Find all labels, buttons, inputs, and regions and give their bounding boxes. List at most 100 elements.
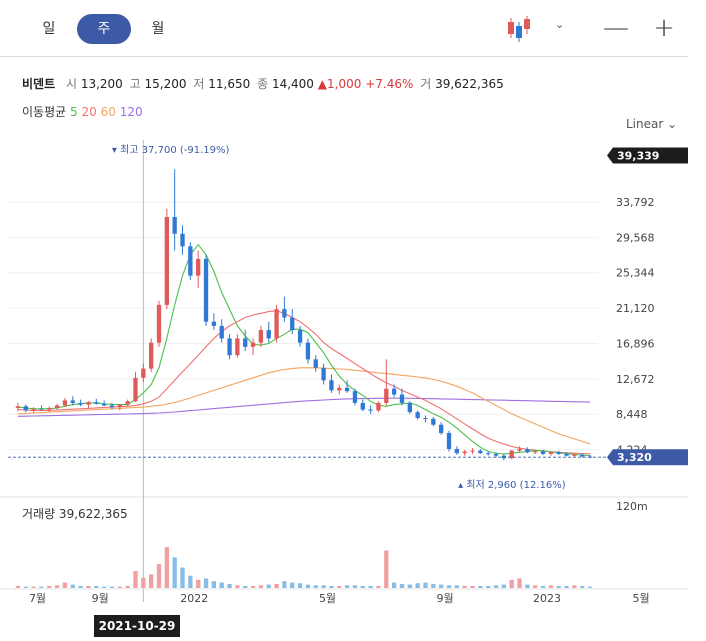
x-tick-label: 2023	[533, 592, 561, 605]
x-tick-label: 9월	[437, 592, 454, 605]
volume-bar	[47, 585, 52, 588]
candle-body	[580, 454, 585, 457]
volume-bar	[470, 585, 475, 588]
ma20-line	[17, 310, 591, 455]
volume-bar	[533, 585, 538, 588]
volume-bar	[15, 585, 21, 588]
candle-body	[376, 402, 381, 411]
candle	[446, 430, 452, 452]
candle	[376, 401, 381, 413]
candle-body	[290, 317, 295, 331]
candle-body	[431, 418, 436, 425]
candle	[384, 359, 389, 406]
candle-body	[62, 400, 68, 406]
candle-body	[540, 451, 546, 455]
zoom-out-button[interactable]: —	[603, 13, 629, 43]
stock-chart[interactable]: 33,792 29,568 25,344 21,120 16,896 12,672 8,44…	[0, 140, 706, 615]
y-tick-label: 33,792	[616, 196, 655, 209]
candle-body	[149, 342, 154, 369]
volume-bar	[180, 567, 185, 588]
tab-daily[interactable]: 일	[42, 21, 56, 37]
tab-monthly[interactable]: 월	[151, 21, 165, 37]
high-label: 고	[129, 77, 141, 91]
candle-body	[439, 424, 444, 434]
candle-body	[86, 402, 91, 405]
top-toolbar: 일 주 월 ⌄ — +	[0, 0, 688, 57]
candle	[274, 304, 279, 343]
volume-bar	[486, 585, 491, 588]
scale-selector[interactable]: Linear ⌄	[626, 117, 677, 131]
volume-bar	[297, 583, 303, 588]
y-tick-label: 29,568	[616, 231, 655, 244]
candle	[211, 313, 217, 331]
candle	[235, 334, 240, 358]
x-tick-label: 9월	[92, 592, 109, 605]
candle-body	[329, 380, 334, 391]
candle-body	[188, 246, 193, 276]
candle-body	[415, 412, 420, 418]
candle	[15, 402, 21, 412]
high-price-tag-text: 39,339	[617, 150, 659, 163]
volume-bar	[227, 583, 232, 588]
candle	[540, 449, 546, 455]
candle	[117, 403, 122, 411]
candle	[337, 384, 342, 395]
ma20-legend: 20	[81, 105, 97, 119]
candle-body	[180, 233, 185, 247]
chevron-down-icon: ⌄	[667, 117, 678, 131]
candle-body	[454, 448, 459, 454]
candle-body	[423, 418, 428, 419]
y-tick-label: 8,448	[616, 408, 648, 421]
candle-body	[219, 325, 224, 339]
candle-body	[258, 330, 264, 343]
candle	[250, 338, 256, 356]
volume-value: 39,622,365	[435, 77, 504, 91]
volume-bar	[258, 585, 264, 588]
y-tick-label: 12,672	[616, 373, 655, 386]
candle	[23, 404, 28, 413]
candle	[391, 384, 397, 398]
candle	[188, 242, 193, 280]
open-value: 13,200	[80, 77, 123, 91]
zoom-in-button[interactable]: +	[653, 13, 675, 43]
high-price-tag-bg	[607, 147, 688, 164]
candle	[305, 338, 311, 364]
scale-label: Linear	[626, 117, 664, 131]
candle-body	[533, 451, 538, 453]
candle	[266, 321, 271, 343]
volume-bar	[446, 585, 452, 588]
candle	[423, 415, 428, 423]
candle	[94, 398, 99, 405]
volume-bar	[94, 585, 99, 588]
volume-bar	[352, 585, 358, 588]
up-arrow-icon: ▲	[317, 77, 327, 91]
candle-body	[493, 454, 499, 456]
candle-body	[47, 407, 52, 410]
candle-body	[399, 394, 405, 403]
y-tick-label: 25,344	[616, 267, 655, 280]
chart-type-selector[interactable]: ⌄	[505, 14, 575, 44]
candle-body	[125, 401, 130, 405]
tab-weekly[interactable]: 주	[77, 14, 131, 44]
candle-body	[446, 433, 452, 449]
candle	[313, 355, 318, 372]
candle	[572, 453, 577, 458]
candle	[203, 254, 209, 326]
x-tick-label: 5월	[632, 592, 649, 605]
ma-legend-label: 이동평균	[22, 105, 67, 119]
candle-body	[70, 400, 75, 403]
candle-body	[133, 377, 138, 402]
volume-bar	[203, 578, 209, 588]
candle	[109, 402, 115, 410]
volume-bar	[580, 585, 585, 588]
candle-body	[109, 405, 115, 408]
ma5-line	[17, 243, 591, 457]
candle	[415, 410, 420, 420]
candle	[297, 325, 303, 347]
candle-body	[509, 450, 514, 459]
volume-bar	[125, 585, 130, 588]
volume-bar	[540, 585, 546, 588]
candle-body	[274, 309, 279, 339]
candle-body	[525, 448, 530, 453]
candle	[47, 406, 52, 413]
